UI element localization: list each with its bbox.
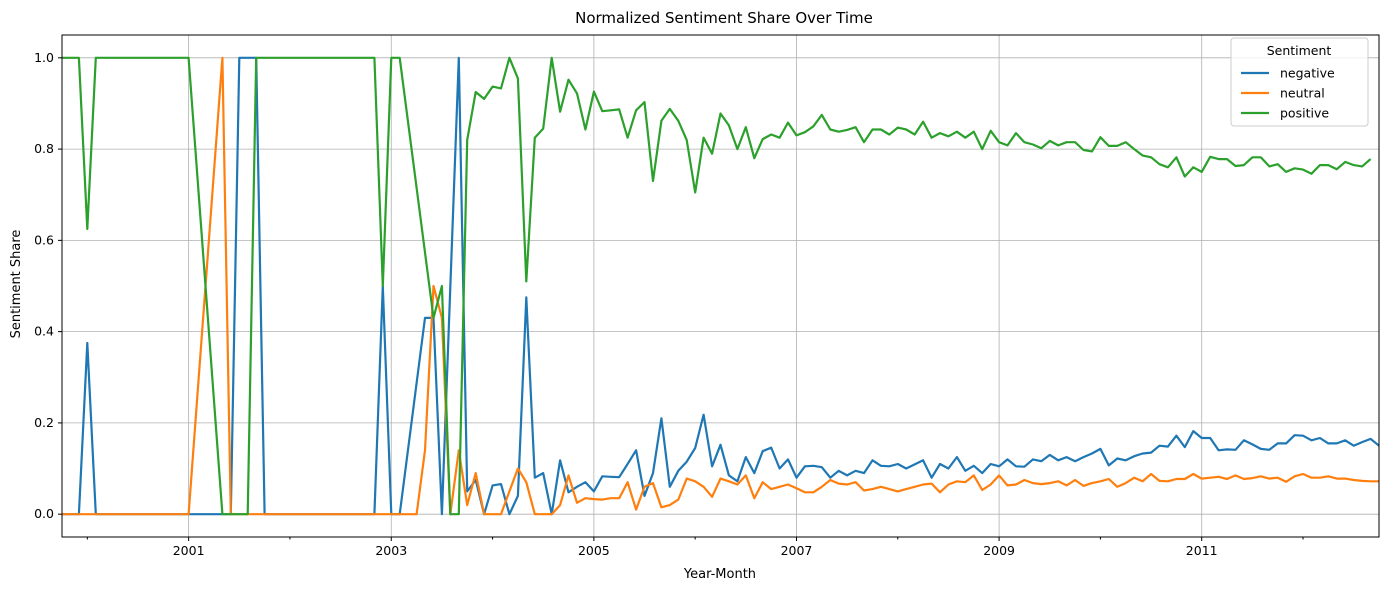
y-tick-label: 1.0 [34, 50, 54, 65]
legend-label-neutral: neutral [1280, 86, 1325, 101]
y-tick-label: 0.2 [34, 415, 54, 430]
series-lines [62, 56, 1380, 516]
x-tick-label: 2003 [375, 543, 407, 558]
x-tick-label: 2011 [1186, 543, 1218, 558]
chart-title: Normalized Sentiment Share Over Time [575, 9, 873, 27]
plot-frame [61, 34, 1380, 538]
y-tick-label: 0.0 [34, 506, 54, 521]
legend-label-negative: negative [1280, 66, 1335, 81]
series-line-neutral [62, 56, 1379, 516]
x-tick-label: 2005 [578, 543, 610, 558]
y-tick-label: 0.6 [34, 232, 54, 247]
legend: Sentiment negative neutral positive [1230, 37, 1369, 127]
y-tick-label: 0.8 [34, 141, 54, 156]
y-axis-label: Sentiment Share [9, 230, 24, 339]
x-axis-label: Year-Month [683, 567, 756, 582]
legend-label-positive: positive [1280, 106, 1329, 121]
axes: 0.0 0.2 0.4 0.6 0.8 1.0 2001 2003 2005 2007 2009 20… [34, 50, 1304, 558]
series-line-negative [62, 56, 1380, 516]
x-tick-label: 2001 [173, 543, 205, 558]
legend-title: Sentiment [1267, 43, 1332, 58]
x-tick-label: 2009 [983, 543, 1015, 558]
legend-box [1230, 37, 1369, 127]
series-line-positive [62, 56, 1372, 516]
y-tick-label: 0.4 [34, 324, 54, 339]
x-tick-label: 2007 [781, 543, 813, 558]
